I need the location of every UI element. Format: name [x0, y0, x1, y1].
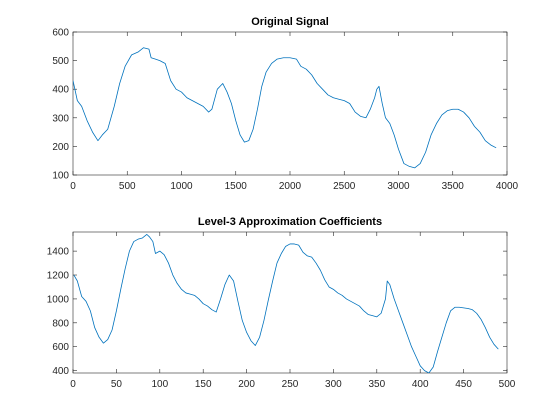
y-tick-label: 1200	[47, 271, 70, 282]
x-tick-label: 3000	[387, 181, 410, 192]
plot-area	[72, 31, 508, 176]
y-tick-label: 300	[52, 113, 69, 124]
x-tick-label: 2000	[279, 181, 302, 192]
x-tick-label: 1500	[225, 181, 248, 192]
series-line-1	[73, 47, 497, 169]
y-tick-label: 600	[52, 28, 69, 39]
y-tick-label: 400	[52, 366, 69, 377]
chart-panel-2: Level-3 Approximation Coefficients 0 50 100…	[47, 216, 516, 390]
y-tick-label: 600	[52, 342, 69, 353]
x-tick-label: 100	[151, 379, 168, 390]
x-tick-label: 500	[499, 379, 516, 390]
x-tick-label: 300	[325, 379, 342, 390]
x-tick-label: 3500	[442, 181, 465, 192]
x-tick-label: 350	[368, 379, 385, 390]
x-tick-label: 1000	[170, 181, 193, 192]
x-tick-label: 500	[119, 181, 136, 192]
plot-area	[72, 231, 508, 374]
chart-title: Level-3 Approximation Coefficients	[198, 216, 382, 228]
y-tick-label: 200	[52, 142, 69, 153]
chart-title: Original Signal	[251, 16, 329, 28]
x-tick-label: 0	[70, 181, 76, 192]
y-tick-label: 400	[52, 85, 69, 96]
x-tick-label: 250	[282, 379, 299, 390]
x-tick-label: 400	[412, 379, 429, 390]
y-tick-label: 500	[52, 56, 69, 67]
x-tick-label: 0	[70, 379, 76, 390]
x-tick-label: 2500	[333, 181, 356, 192]
y-tick-label: 800	[52, 318, 69, 329]
x-tick-label: 450	[455, 379, 472, 390]
series-line-1	[73, 233, 499, 373]
x-tick-label: 50	[111, 379, 123, 390]
x-tick-label: 200	[238, 379, 255, 390]
y-tick-label: 1400	[47, 247, 70, 258]
x-tick-label: 4000	[496, 181, 519, 192]
chart-panel-1: Original Signal 0 500 1000 1500 2000 2500 3000 3…	[52, 16, 518, 192]
y-tick-label: 100	[52, 171, 69, 182]
x-tick-label: 150	[195, 379, 212, 390]
y-tick-label: 1000	[47, 294, 70, 305]
